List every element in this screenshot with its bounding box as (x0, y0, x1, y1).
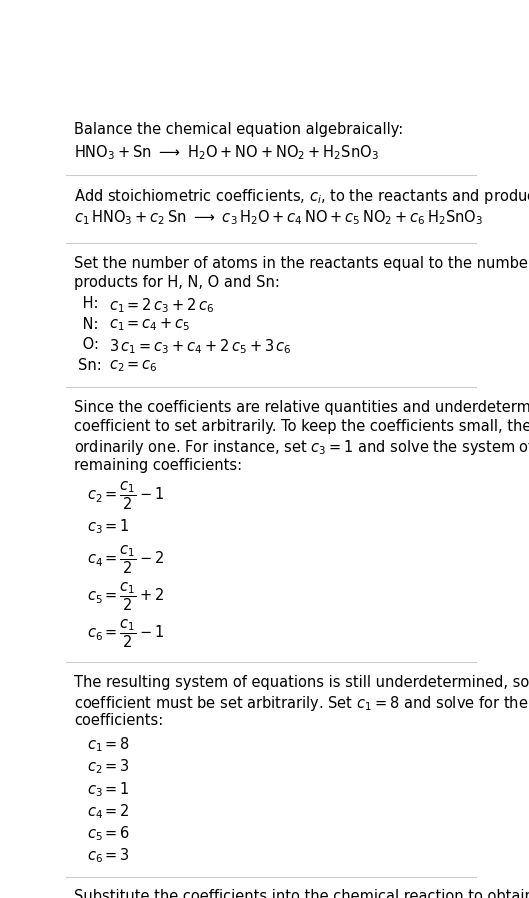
Text: $c_5 = \dfrac{c_1}{2} + 2$: $c_5 = \dfrac{c_1}{2} + 2$ (87, 581, 164, 613)
Text: $c_2 = c_6$: $c_2 = c_6$ (109, 358, 158, 374)
Text: $c_1 = c_4 + c_5$: $c_1 = c_4 + c_5$ (109, 317, 191, 333)
Text: Sn:: Sn: (78, 358, 102, 373)
Text: $\mathrm{HNO_3 + Sn\ \longrightarrow\ H_2O + NO + NO_2 + H_2SnO_3}$: $\mathrm{HNO_3 + Sn\ \longrightarrow\ H_… (74, 143, 379, 162)
Text: $c_2 = \dfrac{c_1}{2} - 1$: $c_2 = \dfrac{c_1}{2} - 1$ (87, 480, 164, 512)
Text: N:: N: (78, 317, 99, 331)
Text: $c_1 = 2\,c_3 + 2\,c_6$: $c_1 = 2\,c_3 + 2\,c_6$ (109, 295, 214, 314)
Text: $c_5 = 6$: $c_5 = 6$ (87, 824, 130, 843)
Text: $c_1 = 8$: $c_1 = 8$ (87, 735, 130, 754)
Text: products for H, N, O and Sn:: products for H, N, O and Sn: (74, 275, 280, 290)
Text: $c_2 = 3$: $c_2 = 3$ (87, 758, 130, 777)
Text: remaining coefficients:: remaining coefficients: (74, 458, 242, 472)
Text: $c_1\,\mathrm{HNO_3} + c_2\,\mathrm{Sn}\ \longrightarrow\ c_3\,\mathrm{H_2O} + c: $c_1\,\mathrm{HNO_3} + c_2\,\mathrm{Sn}\… (74, 208, 484, 227)
Text: Set the number of atoms in the reactants equal to the number of atoms in the: Set the number of atoms in the reactants… (74, 256, 529, 270)
Text: coefficients:: coefficients: (74, 714, 163, 728)
Text: $c_3 = 1$: $c_3 = 1$ (87, 779, 130, 798)
Text: $3\,c_1 = c_3 + c_4 + 2\,c_5 + 3\,c_6$: $3\,c_1 = c_3 + c_4 + 2\,c_5 + 3\,c_6$ (109, 338, 292, 356)
Text: The resulting system of equations is still underdetermined, so an additional: The resulting system of equations is sti… (74, 674, 529, 690)
Text: ordinarily one. For instance, set $c_3 = 1$ and solve the system of equations fo: ordinarily one. For instance, set $c_3 =… (74, 438, 529, 457)
Text: $c_6 = \dfrac{c_1}{2} - 1$: $c_6 = \dfrac{c_1}{2} - 1$ (87, 618, 164, 650)
Text: $c_4 = \dfrac{c_1}{2} - 2$: $c_4 = \dfrac{c_1}{2} - 2$ (87, 543, 164, 576)
Text: Since the coefficients are relative quantities and underdetermined, choose a: Since the coefficients are relative quan… (74, 400, 529, 415)
Text: O:: O: (78, 338, 99, 352)
Text: H:: H: (78, 295, 99, 311)
Text: $c_4 = 2$: $c_4 = 2$ (87, 802, 130, 821)
Text: Add stoichiometric coefficients, $c_i$, to the reactants and products:: Add stoichiometric coefficients, $c_i$, … (74, 188, 529, 207)
Text: Substitute the coefficients into the chemical reaction to obtain the balanced: Substitute the coefficients into the che… (74, 889, 529, 898)
Text: Balance the chemical equation algebraically:: Balance the chemical equation algebraica… (74, 121, 404, 136)
Text: coefficient must be set arbitrarily. Set $c_1 = 8$ and solve for the remaining: coefficient must be set arbitrarily. Set… (74, 694, 529, 713)
Text: $c_3 = 1$: $c_3 = 1$ (87, 517, 130, 536)
Text: coefficient to set arbitrarily. To keep the coefficients small, the arbitrary va: coefficient to set arbitrarily. To keep … (74, 419, 529, 434)
Text: $c_6 = 3$: $c_6 = 3$ (87, 846, 130, 865)
